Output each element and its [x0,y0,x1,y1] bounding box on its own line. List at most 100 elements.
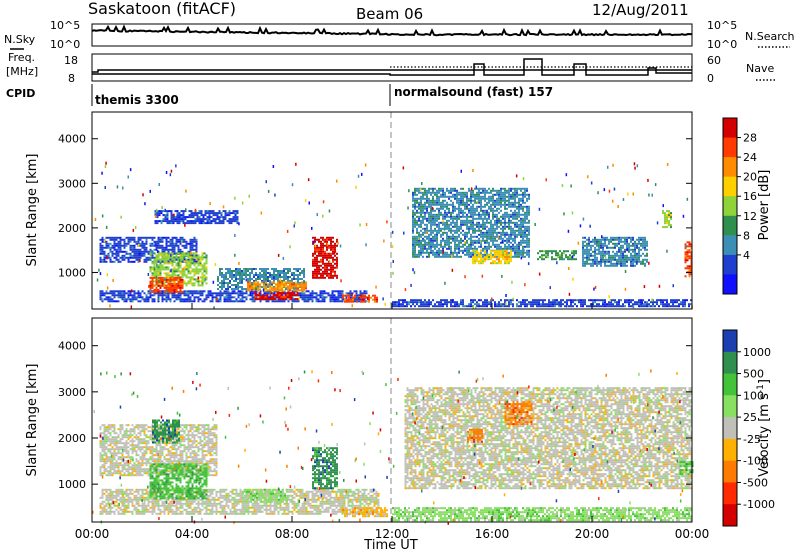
heatmap-cell [622,305,624,308]
heatmap-cell [528,301,530,304]
heatmap-cell [197,282,200,285]
heatmap-cell [185,300,188,303]
heatmap-cell [211,298,214,301]
heatmap-cell [504,211,506,214]
heatmap-cell [602,301,604,304]
heatmap-cell [237,278,239,280]
heatmap-cell [208,218,211,221]
heatmap-cell [470,213,472,216]
heatmap-cell [107,300,110,303]
heatmap-cell [147,256,150,259]
heatmap-cell [551,258,553,261]
freq-left-tick-top: 18 [64,54,78,67]
heatmap-cell [594,248,596,251]
heatmap-cell [189,296,192,299]
heatmap-cell [187,296,190,299]
heatmap-cell [468,247,470,250]
heatmap-cell [177,258,180,261]
heatmap-cell [168,220,171,223]
heatmap-cell [101,238,104,241]
heatmap-cell [532,305,534,308]
heatmap-cell [339,294,342,297]
heatmap-cell [456,235,458,238]
heatmap-cell [466,239,468,242]
heatmap-cell [190,212,193,215]
heatmap-cell [400,303,402,306]
heatmap-cell [414,213,416,216]
heatmap-cell [470,241,472,244]
heatmap-cell [143,300,146,303]
heatmap-cell [284,296,287,299]
heatmap-cell [173,260,176,263]
heatmap-cell [339,290,342,293]
heatmap-cell [584,252,586,255]
heatmap-cell [237,300,240,303]
heatmap-cell [264,298,267,301]
heatmap-cell [522,245,524,248]
heatmap-cell [336,266,338,269]
heatmap-cell [251,270,253,272]
heatmap-cell [614,301,616,304]
heatmap-cell [504,245,506,248]
heatmap-cell [539,250,541,253]
heatmap-cell [181,298,184,301]
heatmap-cell [353,300,356,303]
heatmap-cell [135,292,138,295]
heatmap-cell [127,296,130,299]
heatmap-cell [506,258,508,261]
heatmap-cell [267,300,270,303]
heatmap-cell [204,218,207,221]
heatmap-cell [293,274,295,276]
heatmap-cell [216,222,219,225]
heatmap-cell [274,294,277,297]
heatmap-cell [638,258,640,261]
heatmap-cell [506,260,508,263]
heatmap-cell [179,266,182,269]
heatmap-cell [444,195,446,198]
heatmap-cell [450,241,452,244]
heatmap-cell [476,260,478,263]
heatmap-cell [249,294,252,297]
heatmap-cell [486,303,488,306]
heatmap-cell [668,220,670,223]
heatmap-cell [480,187,482,190]
heatmap-cell [167,294,170,297]
heatmap-cell [506,207,508,210]
heatmap-cell [468,253,470,256]
heatmap-cell [508,301,510,304]
heatmap-cell [480,217,482,220]
heatmap-cell [586,248,588,251]
heatmap-cell [522,205,524,208]
heatmap-cell [440,203,442,206]
heatmap-cell [644,238,646,241]
heatmap-cell [263,268,265,270]
heatmap-cell [111,300,114,303]
heatmap-cell [205,276,208,279]
heatmap-cell [482,187,484,190]
heatmap-cell [634,248,636,251]
heatmap-cell [418,191,420,194]
heatmap-cell [632,258,634,261]
heatmap-cell [311,294,314,297]
heatmap-cell [141,296,144,299]
heatmap-cell [432,203,434,206]
heatmap-cell [484,239,486,242]
heatmap-cell [199,256,202,259]
heatmap-cell [420,243,422,246]
heatmap-cell [514,197,516,200]
heatmap-cell [365,292,368,295]
heatmap-cell [516,233,518,236]
heatmap-cell [428,243,430,246]
heatmap-cell [524,225,526,228]
heatmap-cell [167,292,170,295]
heatmap-cell [181,250,184,253]
heatmap-cell [269,294,272,297]
heatmap-cell [133,250,136,253]
heatmap-cell [203,274,206,277]
heatmap-cell [418,223,420,226]
heatmap-cell [188,214,191,217]
heatmap-cell [510,235,512,238]
heatmap-cell [428,189,430,192]
heatmap-cell [598,250,600,253]
heatmap-cell [476,303,478,306]
